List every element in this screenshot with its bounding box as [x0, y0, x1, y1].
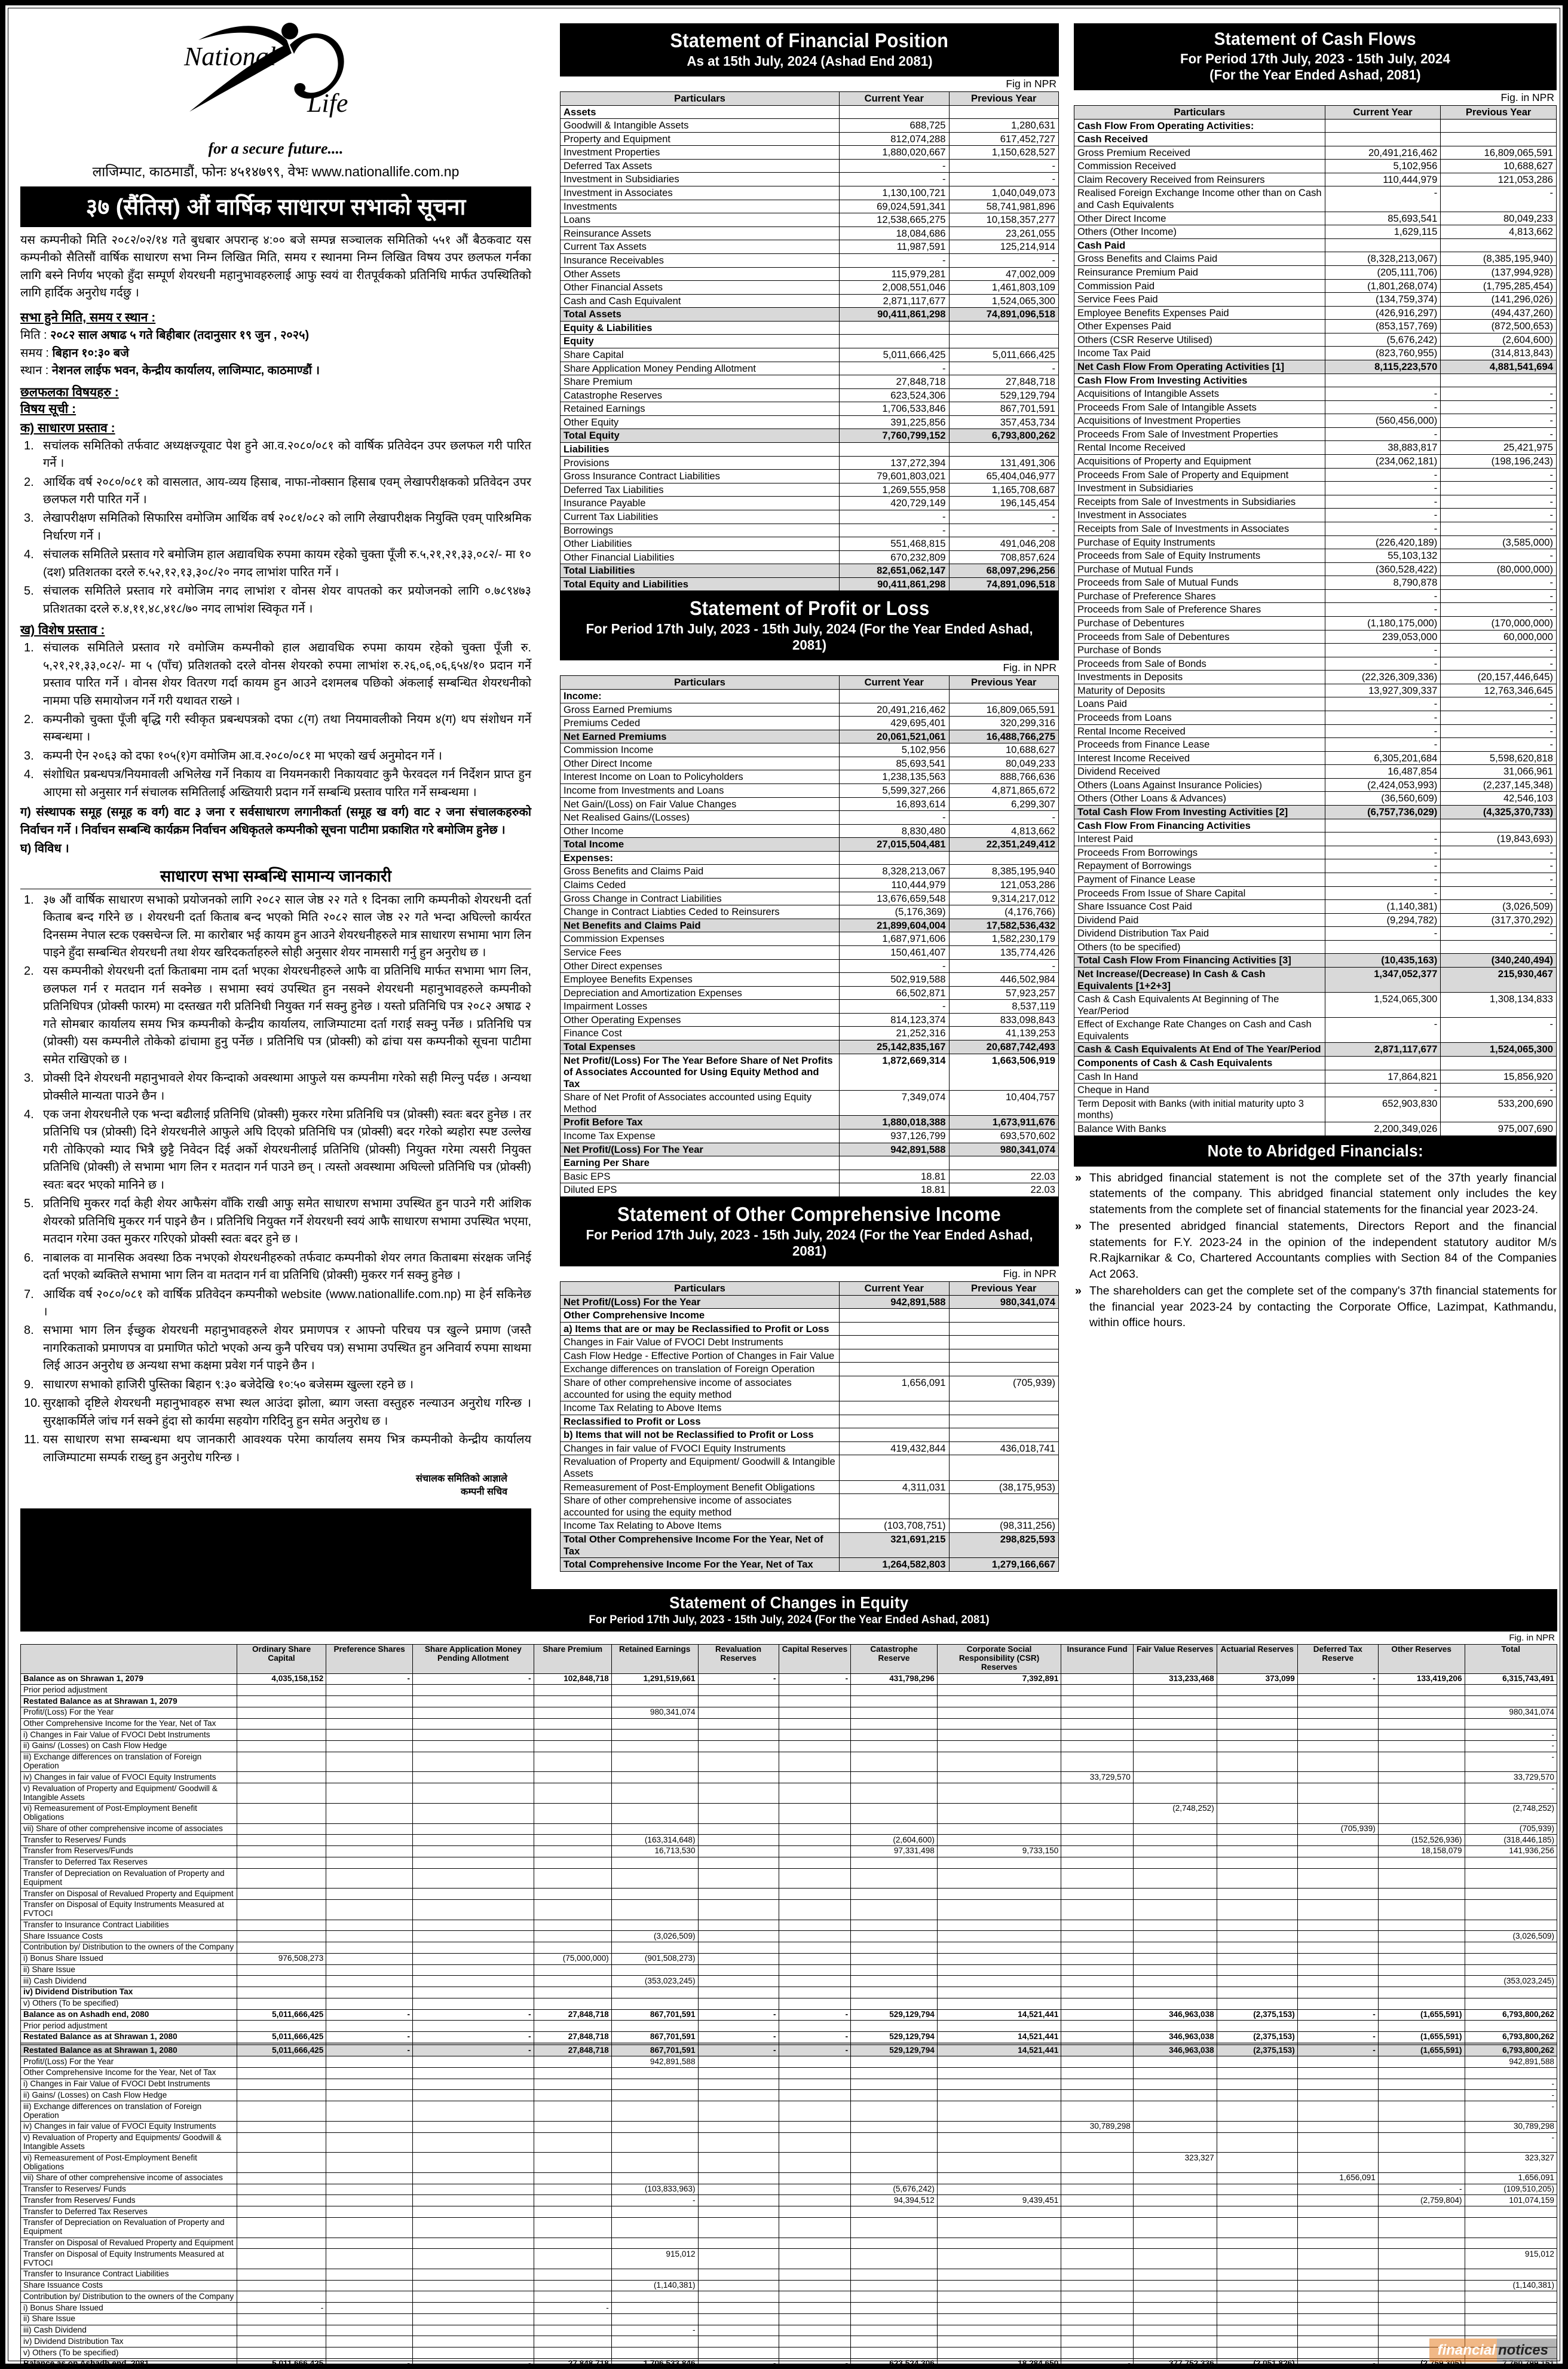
- svg-text:National: National: [183, 42, 276, 71]
- svg-text:Life: Life: [307, 88, 348, 118]
